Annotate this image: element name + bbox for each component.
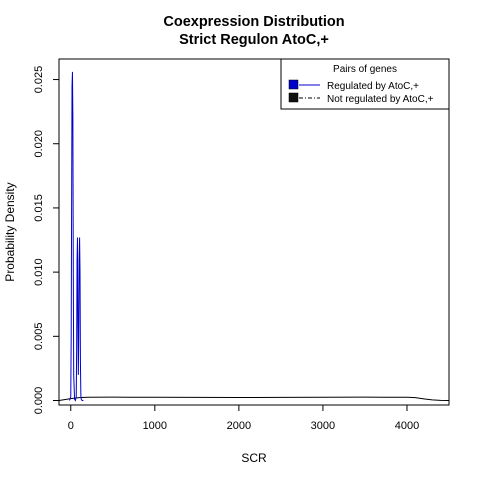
- plot-area: [58, 58, 450, 406]
- legend-title: Pairs of genes: [333, 64, 397, 75]
- legend-label-regulated: Regulated by AtoC,+: [327, 81, 419, 92]
- y-tick-label: 0.020: [33, 130, 45, 158]
- chart-title: Coexpression Distribution: [163, 14, 344, 30]
- y-axis-label: Probability Density: [3, 182, 17, 281]
- y-tick-label: 0.015: [33, 194, 45, 222]
- x-axis: 0 1000 2000 3000 4000: [68, 405, 419, 432]
- y-tick-label: 0.010: [33, 258, 45, 286]
- legend-swatch-not-regulated: [288, 92, 299, 103]
- x-tick-label: 1000: [143, 420, 167, 432]
- y-axis: 0.000 0.005 0.010 0.015 0.020 0.025: [33, 66, 59, 415]
- x-axis-label: SCR: [241, 451, 267, 465]
- legend-box: [280, 58, 450, 110]
- y-tick-label: 0.025: [33, 66, 45, 94]
- legend: Pairs of genes Regulated by AtoC,+ Not r…: [280, 58, 450, 110]
- legend-swatch-regulated: [288, 79, 299, 90]
- x-tick-label: 2000: [227, 420, 251, 432]
- chart-subtitle: Strict Regulon AtoC,+: [179, 32, 329, 48]
- x-tick-label: 0: [68, 420, 74, 432]
- series-line-regulated-by-atoc: [69, 71, 84, 402]
- x-tick-label: 4000: [395, 420, 419, 432]
- series-line-not-regulated-by-atoc: [59, 396, 449, 402]
- x-tick-label: 3000: [311, 420, 335, 432]
- plot-frame: [58, 58, 450, 406]
- legend-label-not-regulated: Not regulated by AtoC,+: [327, 94, 434, 105]
- y-tick-label: 0.000: [33, 387, 45, 415]
- y-tick-label: 0.005: [33, 323, 45, 351]
